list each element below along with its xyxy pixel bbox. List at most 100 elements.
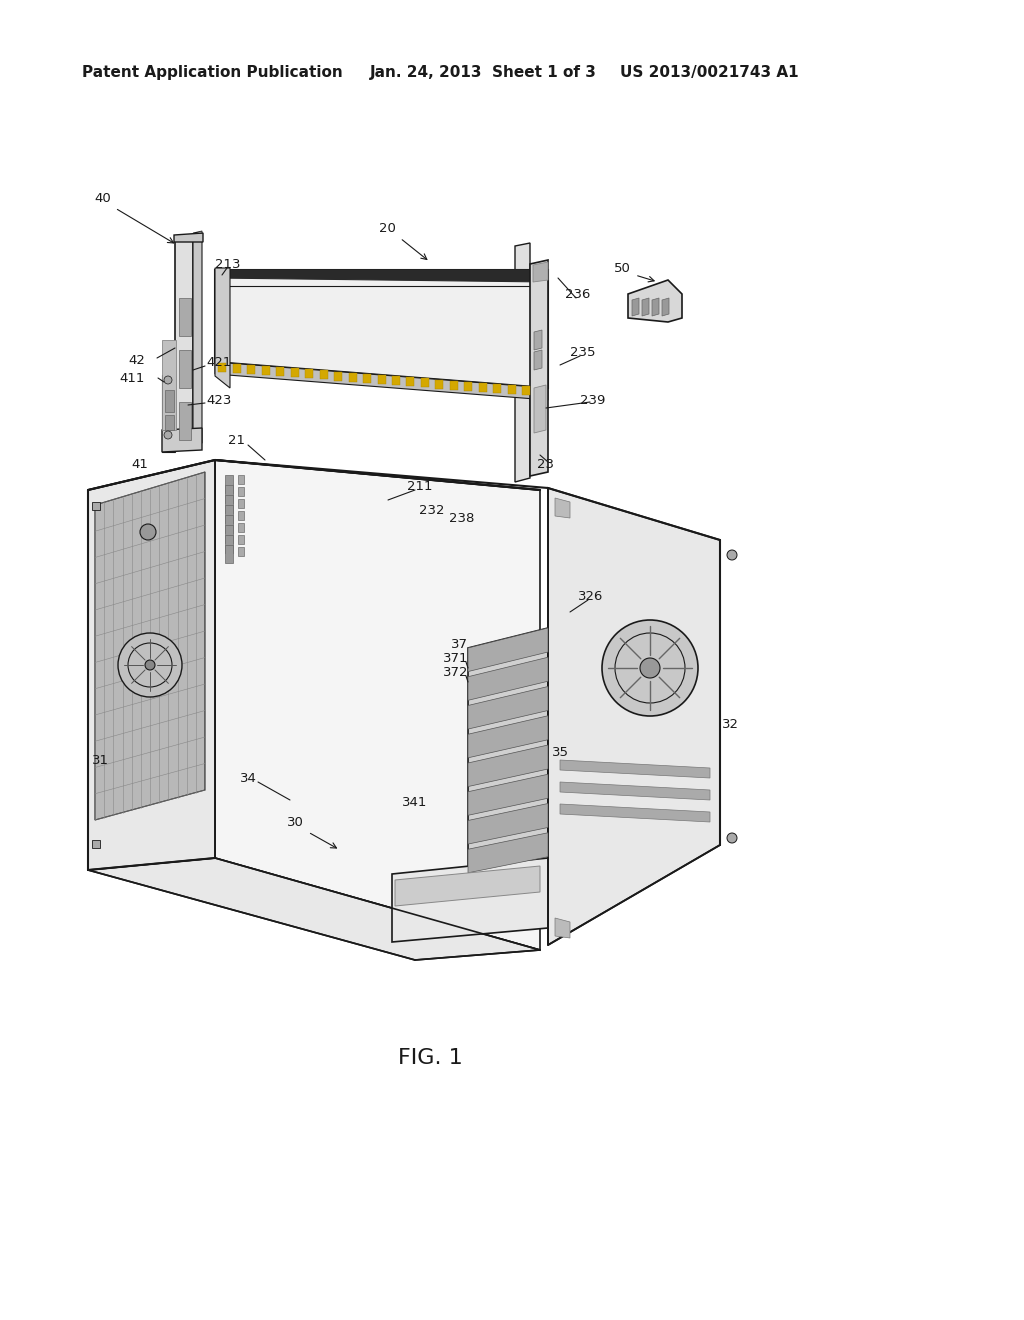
Polygon shape	[522, 387, 530, 395]
Polygon shape	[225, 495, 233, 513]
Polygon shape	[560, 781, 710, 800]
Text: 232: 232	[419, 503, 444, 516]
Polygon shape	[534, 330, 542, 350]
Polygon shape	[225, 525, 233, 543]
Polygon shape	[348, 372, 356, 381]
Polygon shape	[508, 385, 516, 395]
Circle shape	[164, 376, 172, 384]
Polygon shape	[291, 368, 299, 378]
Polygon shape	[494, 384, 502, 393]
Polygon shape	[92, 502, 100, 510]
Polygon shape	[225, 515, 233, 533]
Polygon shape	[534, 261, 548, 282]
Text: 423: 423	[206, 393, 231, 407]
Text: 372: 372	[442, 667, 468, 680]
Polygon shape	[468, 628, 548, 878]
Polygon shape	[238, 511, 244, 520]
Polygon shape	[468, 715, 548, 758]
Polygon shape	[530, 260, 548, 477]
Polygon shape	[652, 298, 659, 315]
Polygon shape	[215, 362, 548, 400]
Polygon shape	[162, 375, 175, 451]
Polygon shape	[262, 366, 269, 375]
Text: 21: 21	[228, 433, 245, 446]
Polygon shape	[247, 364, 255, 374]
Polygon shape	[179, 403, 191, 440]
Polygon shape	[392, 376, 400, 385]
Circle shape	[145, 660, 155, 671]
Polygon shape	[193, 236, 202, 445]
Text: 30: 30	[287, 816, 303, 829]
Text: 23: 23	[537, 458, 554, 470]
Text: 341: 341	[402, 796, 428, 809]
Polygon shape	[165, 414, 174, 430]
Text: 411: 411	[120, 371, 145, 384]
Polygon shape	[421, 379, 429, 387]
Polygon shape	[468, 686, 548, 729]
Text: FIG. 1: FIG. 1	[397, 1048, 463, 1068]
Polygon shape	[238, 546, 244, 556]
Polygon shape	[232, 364, 241, 372]
Text: 236: 236	[565, 288, 591, 301]
Circle shape	[640, 657, 660, 678]
Text: 41: 41	[131, 458, 148, 471]
Polygon shape	[450, 380, 458, 389]
Text: 34: 34	[240, 771, 256, 784]
Circle shape	[118, 634, 182, 697]
Circle shape	[602, 620, 698, 715]
Polygon shape	[468, 833, 548, 873]
Polygon shape	[225, 535, 233, 553]
Circle shape	[727, 833, 737, 843]
Polygon shape	[174, 234, 203, 242]
Polygon shape	[555, 498, 570, 517]
Text: 32: 32	[722, 718, 738, 730]
Polygon shape	[179, 350, 191, 388]
Polygon shape	[334, 372, 342, 380]
Polygon shape	[162, 341, 176, 430]
Polygon shape	[479, 383, 486, 392]
Polygon shape	[515, 243, 530, 482]
Polygon shape	[392, 858, 548, 942]
Text: 20: 20	[379, 222, 395, 235]
Polygon shape	[238, 487, 244, 496]
Text: Patent Application Publication: Patent Application Publication	[82, 66, 343, 81]
Polygon shape	[92, 840, 100, 847]
Text: 211: 211	[408, 479, 433, 492]
Polygon shape	[555, 917, 570, 939]
Polygon shape	[175, 238, 193, 445]
Polygon shape	[395, 866, 540, 906]
Polygon shape	[364, 374, 371, 383]
Polygon shape	[560, 804, 710, 822]
Polygon shape	[464, 381, 472, 391]
Polygon shape	[95, 473, 205, 820]
Circle shape	[140, 524, 156, 540]
Text: 37: 37	[451, 639, 468, 652]
Polygon shape	[225, 484, 233, 503]
Polygon shape	[548, 488, 720, 945]
Text: 326: 326	[578, 590, 603, 602]
Polygon shape	[215, 271, 548, 388]
Polygon shape	[215, 459, 540, 950]
Polygon shape	[225, 506, 233, 523]
Text: 421: 421	[206, 355, 231, 368]
Text: Jan. 24, 2013  Sheet 1 of 3: Jan. 24, 2013 Sheet 1 of 3	[370, 66, 597, 81]
Polygon shape	[238, 499, 244, 508]
Text: 31: 31	[91, 754, 109, 767]
Text: 238: 238	[450, 511, 475, 524]
Polygon shape	[276, 367, 284, 376]
Polygon shape	[305, 370, 313, 379]
Polygon shape	[238, 535, 244, 544]
Polygon shape	[642, 298, 649, 315]
Polygon shape	[215, 271, 548, 282]
Polygon shape	[162, 428, 202, 451]
Polygon shape	[218, 363, 226, 371]
Polygon shape	[435, 380, 443, 388]
Text: 213: 213	[215, 259, 241, 272]
Polygon shape	[179, 298, 191, 337]
Polygon shape	[319, 371, 328, 379]
Polygon shape	[534, 385, 546, 433]
Polygon shape	[468, 657, 548, 701]
Text: 42: 42	[128, 354, 145, 367]
Polygon shape	[468, 775, 548, 816]
Text: 50: 50	[613, 261, 631, 275]
